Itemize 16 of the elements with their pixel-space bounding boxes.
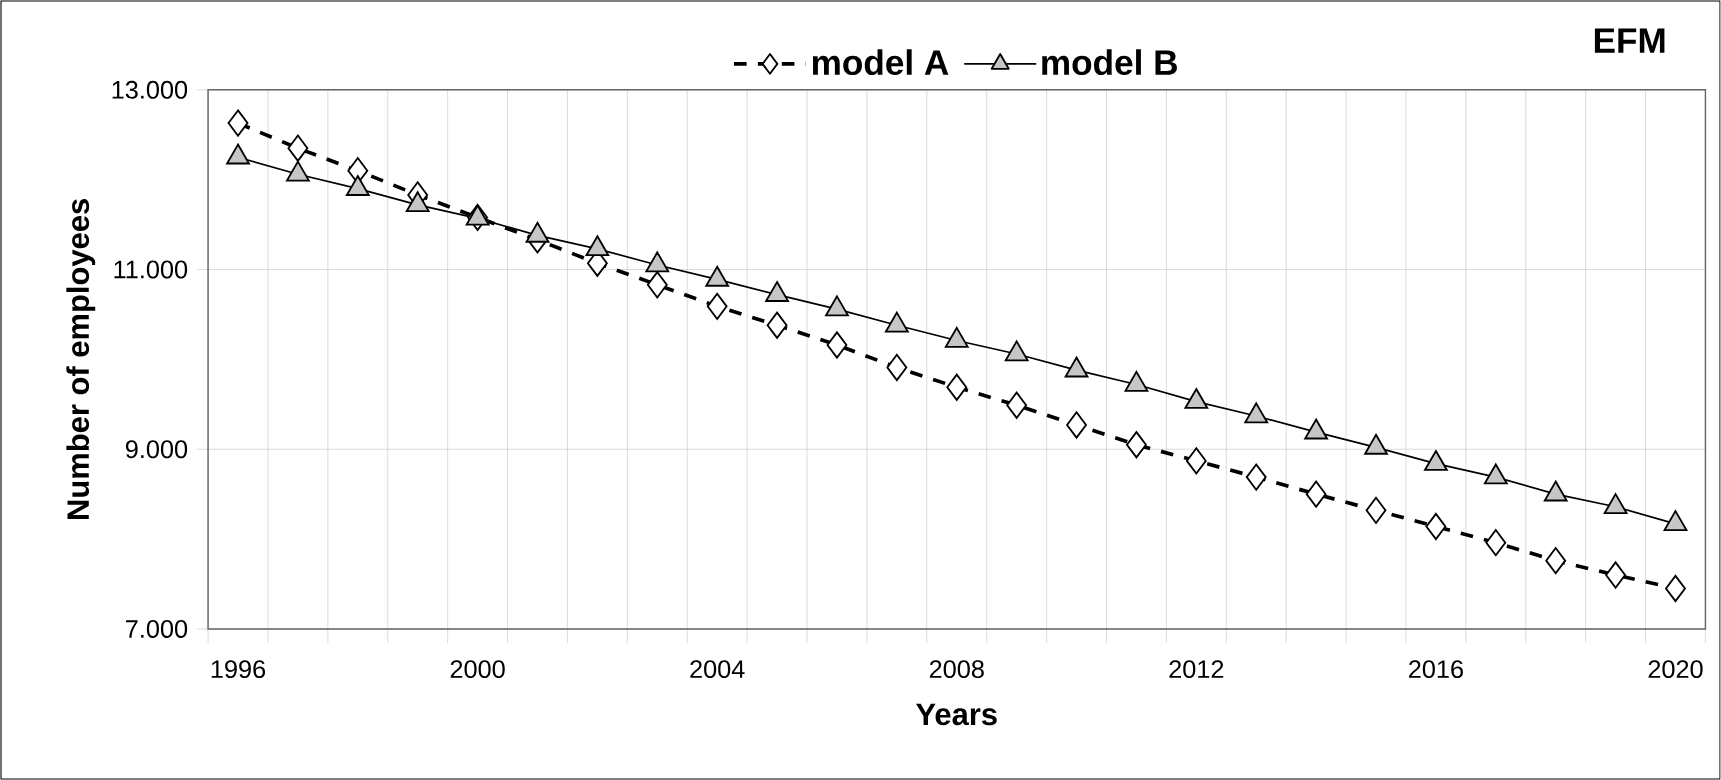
y-tick-label: 11.000 xyxy=(114,260,188,279)
x-tick-label: 2012 xyxy=(1169,660,1224,679)
x-tick-label: 2008 xyxy=(929,660,984,679)
x-axis-title: Years xyxy=(915,703,997,726)
x-tick-label: 2004 xyxy=(690,660,745,679)
legend-label: model B xyxy=(1042,49,1177,76)
y-axis-title: Number of employees xyxy=(66,199,96,519)
y-tick-label: 13.000 xyxy=(112,80,188,99)
text: EFM xyxy=(1594,28,1665,53)
x-tick-label: 1996 xyxy=(211,660,266,679)
x-tick-label: 2020 xyxy=(1648,660,1703,679)
x-tick-label: 2000 xyxy=(450,660,505,679)
legend-label: model A xyxy=(812,49,949,76)
y-tick-label: 7.000 xyxy=(126,619,188,638)
y-tick-label: 9.000 xyxy=(125,440,188,459)
x-tick-label: 2016 xyxy=(1409,660,1463,679)
